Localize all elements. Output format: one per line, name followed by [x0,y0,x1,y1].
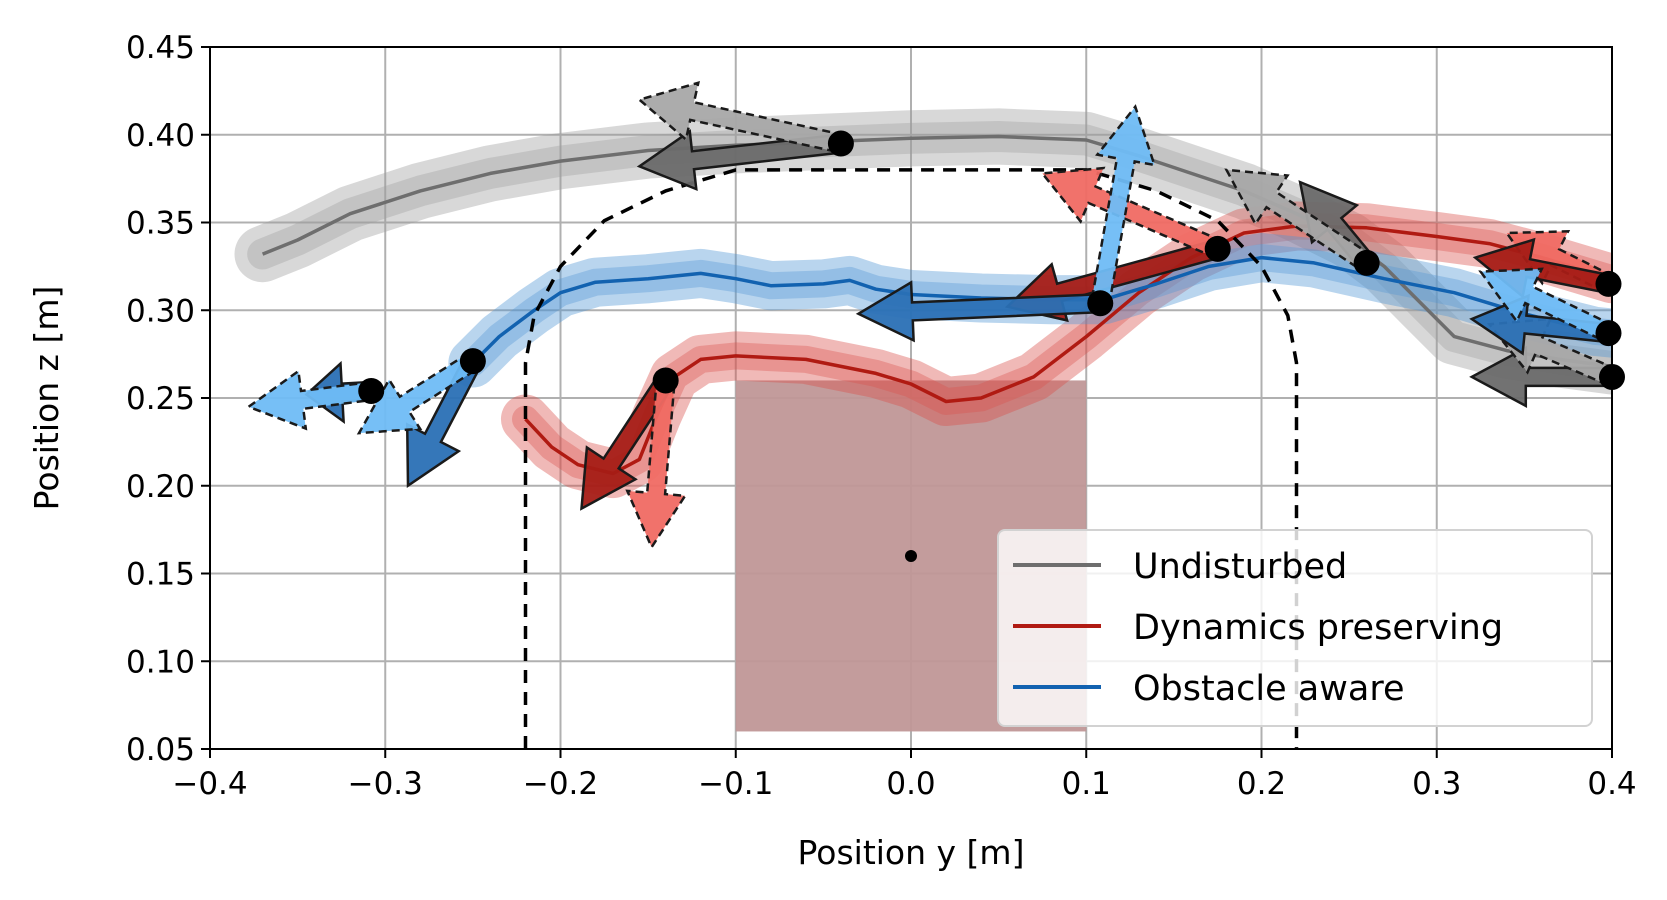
x-tick-label-1: −0.3 [348,766,423,802]
waypoint-marker-6 [459,348,486,375]
velocity-arrow-0 [636,129,844,192]
waypoint-markers [358,130,1625,404]
velocity-arrow-1 [636,81,845,154]
y-tick-label-6: 0.35 [126,206,195,242]
legend-box [997,529,1593,727]
velocity-arrows [245,81,1618,550]
velocity-arrow-8 [855,280,1103,343]
y-tick-label-0: 0.05 [126,732,195,768]
x-tick-label-7: 0.3 [1412,766,1461,802]
y-tick-label-8: 0.45 [126,30,195,66]
waypoint-marker-9 [1595,320,1622,347]
waypoint-marker-7 [358,377,385,404]
velocity-arrow-9 [1089,104,1157,307]
y-tick-label-5: 0.30 [126,293,195,329]
x-tick-label-3: −0.1 [698,766,773,802]
waypoint-marker-5 [652,367,679,394]
velocity-arrow-7 [1039,166,1223,259]
y-tick-label-3: 0.20 [126,469,195,505]
waypoint-marker-4 [1087,290,1114,317]
x-tick-label-8: 0.4 [1587,766,1636,802]
y-tick-label-1: 0.10 [126,644,195,680]
waypoint-marker-1 [1353,249,1380,276]
y-axis-label: Position z [m] [27,286,66,511]
velocity-arrow-11 [625,378,688,550]
x-tick-label-6: 0.2 [1237,766,1286,802]
safety-boundary [523,168,1299,749]
waypoint-marker-0 [827,130,854,157]
y-tick-label-4: 0.25 [126,381,195,417]
y-tick-label-2: 0.15 [126,557,195,593]
legend-label-undisturbed: Undisturbed [1133,547,1347,587]
x-tick-label-2: −0.2 [523,766,598,802]
y-tick-label-7: 0.40 [126,118,195,154]
axis-ticks: −0.4 −0.3 −0.2 −0.1 0.0 0.1 0.2 0.3 0.4 0.05 0.10 0… [126,30,1637,802]
x-tick-label-0: −0.4 [172,766,247,802]
legend-label-dynamics-preserving: Dynamics preserving [1133,608,1503,648]
obstacle-center-marker [905,549,917,562]
velocity-arrow-15 [245,368,374,431]
legend-label-obstacle-aware: Obstacle aware [1133,669,1404,709]
velocity-arrow-3 [1224,168,1374,273]
x-tick-label-5: 0.1 [1062,766,1111,802]
legend: Undisturbed Dynamics preserving Obstacle… [997,529,1593,727]
x-tick-label-4: 0.0 [886,766,935,802]
velocity-arrow-13 [356,351,480,435]
velocity-arrow-18 [1469,293,1611,356]
velocity-arrow-19 [1478,267,1615,343]
line-undisturbed [261,134,1612,369]
x-axis-label: Position y [m] [798,833,1025,872]
waypoint-marker-3 [1204,235,1231,262]
line-dynamics-preserving [524,224,1612,476]
waypoint-marker-8 [1595,270,1622,297]
safety-boundary-path [523,168,1299,749]
velocity-arrow-12 [405,355,483,489]
